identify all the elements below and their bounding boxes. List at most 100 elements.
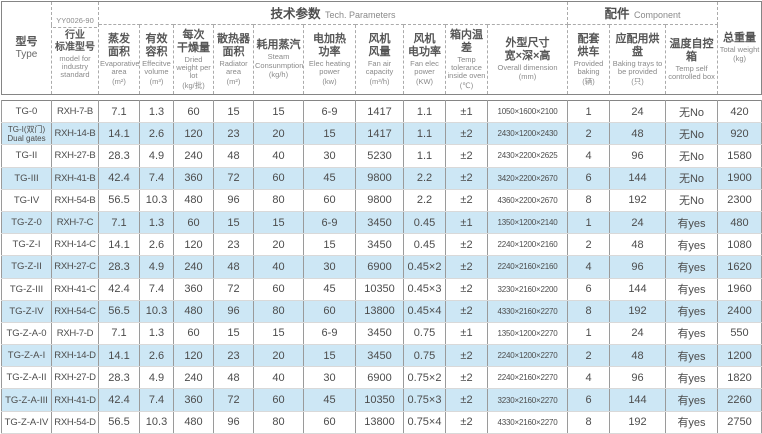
column-header: 应配用烘盘 Baking trays to be provided (只)	[609, 24, 667, 95]
column-header-unit: (只)	[631, 76, 644, 86]
cell: 480	[173, 300, 214, 323]
cell: 9800	[355, 167, 404, 190]
cell: 7.1	[98, 100, 140, 124]
table-row: TG-Z-II RXH-27-C 28.3 4.9 240 48 40 30 6900 0.45×…	[1, 255, 762, 279]
column-header: 风机 电功率 Fan elec power (KW)	[403, 24, 446, 95]
group-header-component: 配件 Component	[567, 1, 719, 25]
cell: 15	[253, 322, 304, 346]
cell: 60	[253, 388, 304, 412]
table-row: TG-Z-III RXH-41-C 42.4 7.4 360 72 60 45 10350 0.4…	[1, 278, 762, 301]
cell: 6	[567, 167, 610, 190]
column-header-en: Evaporative area	[100, 58, 140, 77]
column-header-zh: 外型尺寸 宽×深×高	[504, 37, 551, 63]
column-header-zh: 应配用烘盘	[615, 32, 660, 58]
cell: 2240×2160×2270	[487, 366, 568, 390]
cell: 无No	[665, 144, 718, 168]
column-header-en: Fan air capacity	[365, 58, 394, 77]
cell: 144	[609, 278, 666, 301]
table-row: TG-Z-IV RXH-54-C 56.5 10.3 480 96 80 60 13800 0.4…	[1, 300, 762, 323]
cell: 14.1	[98, 344, 140, 368]
cell: 7.1	[98, 322, 140, 346]
cell: 10350	[355, 388, 404, 412]
cell: 60	[253, 278, 304, 301]
cell: RXH-27-D	[51, 366, 99, 390]
cell: RXH-41-D	[51, 388, 99, 412]
column-header-en: Fan elec power	[410, 58, 439, 77]
cell: 72	[213, 167, 254, 190]
cell: 1.1	[403, 122, 446, 146]
cell: 192	[609, 411, 666, 434]
cell: ±2	[445, 411, 488, 434]
col-header-standard-zh1: 行业	[65, 30, 85, 42]
cell: 0.75×2	[403, 366, 446, 390]
col-header-standard-en: model for industry standard	[59, 53, 91, 80]
cell: ±2	[445, 122, 488, 146]
table-row: TG-III RXH-41-B 42.4 7.4 360 72 60 45 9800 2.2 ±2 3…	[1, 167, 762, 190]
table-row: TG-Z-A-IV RXH-54-D 56.5 10.3 480 96 80 60 13800 0…	[1, 411, 762, 434]
cell: 4	[567, 144, 610, 168]
header-body-divider	[1, 95, 761, 100]
cell: 15	[303, 122, 356, 146]
cell: 2	[567, 344, 610, 368]
cell: 4.9	[139, 255, 174, 279]
cell: 1900	[717, 167, 762, 190]
cell: 360	[173, 388, 214, 412]
cell: 8	[567, 300, 610, 323]
cell: ±2	[445, 388, 488, 412]
type-cell: TG-0	[1, 100, 52, 124]
cell: 2.6	[139, 233, 174, 257]
cell: 6-9	[303, 211, 356, 235]
cell: 无No	[665, 122, 718, 146]
cell: 0.75×4	[403, 411, 446, 434]
cell: 2400	[717, 300, 762, 323]
column-header: 温度自控箱 Temp self controlled box	[665, 24, 719, 95]
column-header-zh: 电加热 功率	[313, 32, 346, 58]
cell: 1350×1200×2270	[487, 322, 568, 346]
cell: 0.45	[403, 211, 446, 235]
cell: 480	[173, 411, 214, 434]
cell: 6900	[355, 255, 404, 279]
cell: 1580	[717, 144, 762, 168]
cell: RXH-7-D	[51, 322, 99, 346]
cell: 28.3	[98, 255, 140, 279]
cell: 有yes	[665, 278, 718, 301]
cell: 56.5	[98, 189, 140, 212]
cell: 6-9	[303, 322, 356, 346]
cell: 80	[253, 300, 304, 323]
cell: ±2	[445, 255, 488, 279]
cell: 240	[173, 144, 214, 168]
cell: 96	[609, 366, 666, 390]
cell: 无No	[665, 189, 718, 212]
column-header-zh: 箱内温差	[450, 28, 483, 54]
cell: 192	[609, 300, 666, 323]
cell: 有yes	[665, 233, 718, 257]
table-row: TG-Z-A-0 RXH-7-D 7.1 1.3 60 15 15 6-9 3450 0.75 ±1…	[1, 322, 762, 346]
cell: 7.4	[139, 278, 174, 301]
cell: 7.1	[98, 211, 140, 235]
cell: 4.9	[139, 366, 174, 390]
cell: 60	[253, 167, 304, 190]
column-header-unit: (m²)	[226, 76, 241, 86]
col-header-total-weight: 总重量 Total weight (kg)	[717, 1, 762, 95]
column-header-zh: 耗用蒸汽	[256, 39, 301, 52]
cell: 1200	[717, 344, 762, 368]
col-header-weight-en: Total weight	[719, 45, 760, 55]
cell: 1.3	[139, 322, 174, 346]
cell: 360	[173, 167, 214, 190]
cell: 1050×1600×2100	[487, 100, 568, 124]
table-row: TG-I(双门) Dual gates RXH-14-B 14.1 2.6 120 23 20…	[1, 122, 762, 146]
column-header-unit: (m³)	[149, 76, 164, 86]
cell: 0.45×4	[403, 300, 446, 323]
column-header-en: Temp self controlled box	[668, 63, 715, 81]
cell: 60	[303, 189, 356, 212]
spec-table-header: 型号 Type YY0026-90 行业 标准型号 model for indu…	[1, 1, 762, 95]
cell: 0.45×2	[403, 255, 446, 279]
cell: RXH-14-B	[51, 122, 99, 146]
cell: 60	[173, 211, 214, 235]
cell: RXH-7-B	[51, 100, 99, 124]
cell: 24	[609, 211, 666, 235]
type-cell: TG-II	[1, 144, 52, 168]
cell: 15	[253, 100, 304, 124]
column-header-zh: 每次 干燥量	[177, 28, 210, 54]
cell: RXH-14-C	[51, 233, 99, 257]
